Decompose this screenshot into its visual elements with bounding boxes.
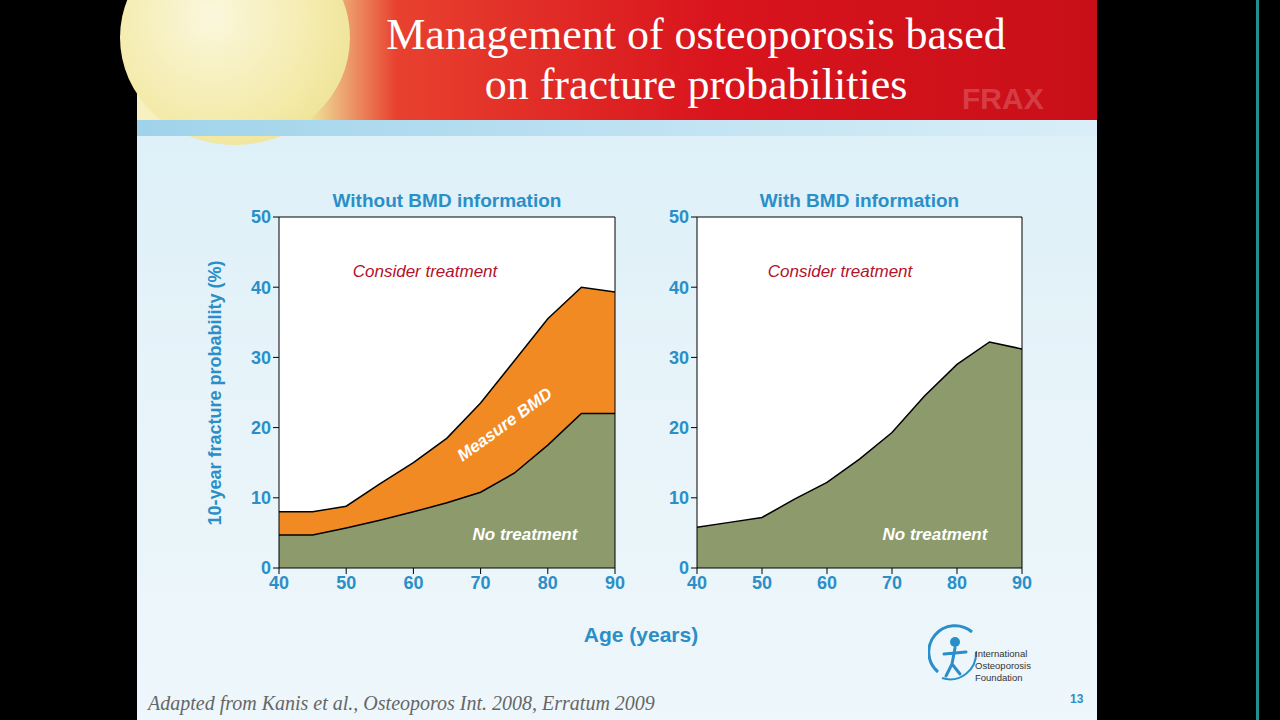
html-text:FRAX: FRAX xyxy=(962,82,1044,115)
svg-text:40: 40 xyxy=(669,278,689,298)
svg-text:90: 90 xyxy=(1012,573,1032,593)
svg-text:80: 80 xyxy=(538,573,558,593)
svg-text:50: 50 xyxy=(251,207,271,227)
svg-text:20: 20 xyxy=(669,418,689,438)
html-text:No treatment: No treatment xyxy=(472,525,578,544)
svg-text:40: 40 xyxy=(687,573,707,593)
html-text:International Osteoporosis Fou: International Osteoporosis Foundation xyxy=(975,648,1031,683)
html-text:Without BMD information: Without BMD information xyxy=(332,190,562,211)
svg-text:40: 40 xyxy=(269,573,289,593)
svg-text:20: 20 xyxy=(251,418,271,438)
svg-text:30: 30 xyxy=(669,348,689,368)
svg-text:70: 70 xyxy=(471,573,491,593)
svg-text:60: 60 xyxy=(817,573,837,593)
html-text:13: 13 xyxy=(1070,692,1084,706)
svg-text:0: 0 xyxy=(261,558,271,578)
svg-text:70: 70 xyxy=(882,573,902,593)
html-text:Consider treatment: Consider treatment xyxy=(352,262,498,281)
svg-text:30: 30 xyxy=(251,348,271,368)
svg-text:50: 50 xyxy=(336,573,356,593)
svg-text:60: 60 xyxy=(403,573,423,593)
html-text:Measure BMD: Measure BMD xyxy=(453,383,556,466)
html-text:No treatment: No treatment xyxy=(882,525,988,544)
svg-text:50: 50 xyxy=(669,207,689,227)
html-text:Consider treatment: Consider treatment xyxy=(767,262,913,281)
svg-text:10: 10 xyxy=(669,488,689,508)
svg-text:50: 50 xyxy=(752,573,772,593)
svg-text:80: 80 xyxy=(947,573,967,593)
html-text:Management of osteoporosis bas: Management of osteoporosis based on frac… xyxy=(386,10,1006,109)
svg-text:40: 40 xyxy=(251,278,271,298)
html-text:With BMD information: With BMD information xyxy=(759,190,960,211)
html-text:Age (years): Age (years) xyxy=(583,623,699,646)
svg-text:10: 10 xyxy=(251,488,271,508)
html-text:Adapted from Kanis et al., Ost: Adapted from Kanis et al., Osteoporos In… xyxy=(148,692,655,714)
html-text:10-year fracture probability (: 10-year fracture probability (%) xyxy=(204,260,224,525)
svg-text:90: 90 xyxy=(605,573,625,593)
svg-text:0: 0 xyxy=(679,558,689,578)
